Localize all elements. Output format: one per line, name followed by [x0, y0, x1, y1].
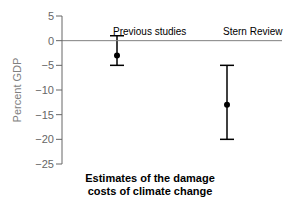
svg-text:−25: −25 — [35, 158, 54, 168]
svg-text:0: 0 — [48, 35, 54, 47]
svg-text:−20: −20 — [35, 133, 54, 145]
svg-text:5: 5 — [48, 10, 54, 22]
svg-text:−5: −5 — [41, 59, 54, 71]
svg-text:Stern Review: Stern Review — [223, 26, 283, 37]
html-text:Estimates of the damage costs: Estimates of the damage costs of climate… — [85, 172, 215, 197]
svg-text:Previous studies: Previous studies — [113, 26, 186, 37]
svg-text:−15: −15 — [35, 109, 54, 121]
svg-text:−10: −10 — [35, 84, 54, 96]
svg-text:Percent GDP: Percent GDP — [11, 58, 23, 123]
